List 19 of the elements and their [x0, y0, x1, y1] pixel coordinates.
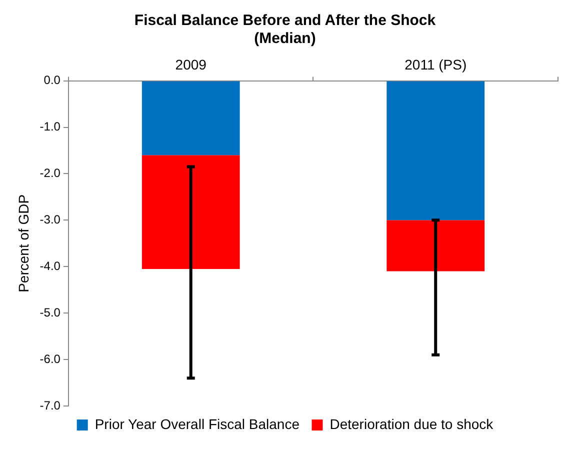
y-tick-label: -4.0: [40, 258, 61, 273]
y-tick-label: -6.0: [40, 352, 61, 366]
bar: [142, 81, 240, 156]
y-tick-label: 0.0: [44, 73, 61, 88]
legend-label: Prior Year Overall Fiscal Balance: [94, 416, 300, 432]
y-tick-label: -3.0: [40, 212, 61, 226]
y-tick-label: -5.0: [40, 305, 61, 320]
x-tick-label: 2009: [175, 56, 207, 72]
y-tick-label: -1.0: [40, 120, 61, 134]
bar: [386, 81, 485, 220]
y-axis-title: Percent of GDP: [15, 194, 32, 292]
y-tick-label: -2.0: [40, 166, 61, 180]
y-tick-label: -7.0: [40, 398, 61, 412]
bar: [142, 155, 240, 269]
x-tick-label: 2011 (PS): [404, 56, 467, 72]
bar: [386, 220, 485, 272]
chart-subtitle: (Median): [254, 30, 316, 48]
chart-title: Fiscal Balance Before and After the Shock: [134, 12, 436, 30]
legend-label: Deterioration due to shock: [330, 416, 494, 432]
